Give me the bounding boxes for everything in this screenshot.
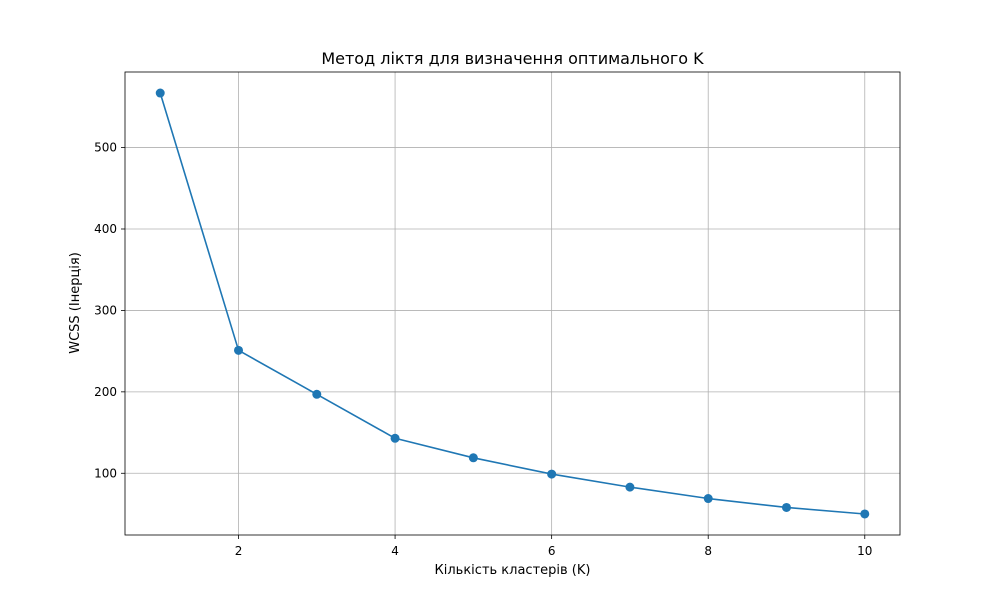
data-point bbox=[625, 482, 635, 492]
y-tick-label: 200 bbox=[94, 385, 117, 399]
data-point bbox=[703, 494, 713, 504]
plot-frame bbox=[124, 71, 901, 536]
x-axis-label: Кількість кластерів (K) bbox=[435, 563, 591, 578]
y-tick-label: 300 bbox=[94, 303, 117, 317]
x-tick-label: 6 bbox=[548, 544, 556, 558]
chart-title: Метод ліктя для визначення оптимального … bbox=[321, 49, 704, 68]
data-points bbox=[155, 88, 870, 519]
data-point bbox=[468, 453, 478, 463]
data-point bbox=[781, 502, 791, 512]
grid-lines bbox=[125, 72, 900, 535]
x-tick-label: 4 bbox=[391, 544, 399, 558]
series-line bbox=[159, 92, 865, 515]
x-tick-label: 10 bbox=[857, 544, 872, 558]
data-point bbox=[860, 509, 870, 519]
y-tick-label: 100 bbox=[94, 466, 117, 480]
axes bbox=[124, 71, 901, 536]
data-point bbox=[547, 469, 557, 479]
data-point bbox=[312, 389, 322, 399]
x-tick-label: 2 bbox=[235, 544, 243, 558]
x-tick-label: 8 bbox=[704, 544, 712, 558]
y-tick-label: 400 bbox=[94, 222, 117, 236]
series-line-layer bbox=[159, 92, 865, 515]
y-tick-label: 500 bbox=[94, 141, 117, 155]
y-axis-label: WCSS (Інерція) bbox=[68, 252, 83, 354]
data-point bbox=[390, 433, 400, 443]
data-point bbox=[234, 345, 244, 355]
tick-marks: 2 4 6 8 10 100 200 300 400 500 bbox=[94, 141, 872, 558]
data-point bbox=[155, 88, 165, 98]
